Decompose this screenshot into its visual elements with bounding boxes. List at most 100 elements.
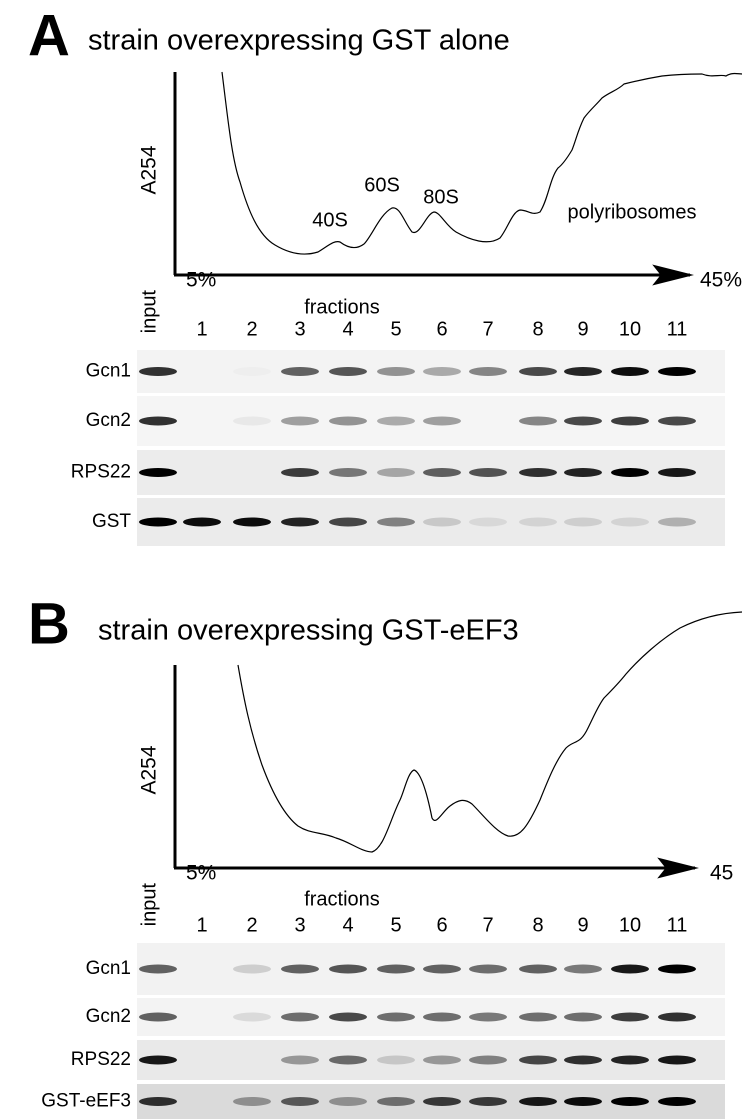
- lane-number: 9: [577, 318, 588, 340]
- blot-band: [377, 1097, 415, 1106]
- blot-band: [329, 367, 367, 376]
- blot-band: [329, 1012, 367, 1022]
- blot-band: [233, 367, 271, 376]
- blot-band: [611, 964, 649, 974]
- blot-label: GST-eEF3: [41, 1091, 131, 1112]
- blot-band: [469, 517, 507, 527]
- blot-band: [281, 1097, 319, 1106]
- blot-band: [658, 468, 696, 477]
- blot-label: RPS22: [71, 1049, 131, 1070]
- peak-label: 60S: [364, 174, 400, 196]
- blot-band: [564, 1012, 602, 1022]
- blot-band: [658, 1012, 696, 1022]
- blot-band: [139, 517, 177, 527]
- lane-number: 7: [482, 318, 493, 340]
- blot-band: [658, 1097, 696, 1106]
- lane-number: 6: [436, 318, 447, 340]
- fractions-label: fractions: [304, 888, 380, 910]
- blot-band: [519, 1012, 557, 1022]
- input-label: input: [138, 883, 160, 927]
- blot-band: [469, 367, 507, 376]
- blot-band: [281, 964, 319, 974]
- blot-band: [611, 1097, 649, 1106]
- panel-title: strain overexpressing GST-eEF3: [98, 615, 519, 647]
- absorbance-trace: [237, 611, 743, 853]
- blot-band: [423, 1012, 461, 1022]
- blot-band: [658, 964, 696, 974]
- blot-band: [658, 1055, 696, 1065]
- blot-label: Gcn2: [86, 1006, 131, 1027]
- blot-label: Gcn1: [86, 958, 131, 979]
- blot-band: [233, 1012, 271, 1022]
- fractions-label: fractions: [304, 296, 380, 318]
- blot-band: [329, 964, 367, 974]
- blot-band: [329, 416, 367, 426]
- blot-band: [423, 416, 461, 426]
- blot-band: [519, 416, 557, 426]
- blot-band: [139, 964, 177, 974]
- blot-band: [139, 416, 177, 426]
- gradient-start: 5%: [186, 862, 216, 885]
- lane-number: 9: [577, 914, 588, 936]
- y-axis-label: A254: [138, 745, 161, 794]
- blot-band: [377, 367, 415, 376]
- blot-band: [469, 468, 507, 477]
- blot-label: Gcn1: [86, 361, 131, 382]
- panel-title: strain overexpressing GST alone: [88, 25, 510, 57]
- blot-band: [139, 1055, 177, 1065]
- blot-band: [658, 517, 696, 527]
- blot-band: [423, 964, 461, 974]
- blot-band: [611, 367, 649, 376]
- input-label: input: [138, 290, 160, 334]
- blot-band: [611, 468, 649, 477]
- blot-band: [423, 1097, 461, 1106]
- lane-number: 1: [196, 914, 207, 936]
- blot-band: [329, 1097, 367, 1106]
- panel-letter: B: [28, 591, 70, 656]
- blot-band: [281, 416, 319, 426]
- blot-band: [611, 416, 649, 426]
- lane-number: 8: [532, 914, 543, 936]
- blot-band: [469, 1012, 507, 1022]
- blot-band: [519, 367, 557, 376]
- blot-band: [281, 1055, 319, 1065]
- absorbance-trace: [221, 71, 743, 255]
- peak-label: 80S: [423, 186, 459, 208]
- blot-label: GST: [92, 511, 131, 532]
- peak-label: 40S: [312, 209, 348, 231]
- blot-band: [139, 1097, 177, 1106]
- blot-band: [658, 367, 696, 376]
- blot-band: [377, 1055, 415, 1065]
- blot-label: Gcn2: [86, 410, 131, 431]
- blot-band: [519, 468, 557, 477]
- blot-band: [377, 468, 415, 477]
- lane-number: 11: [667, 914, 688, 936]
- lane-number: 3: [294, 914, 305, 936]
- blot-band: [564, 964, 602, 974]
- blot-band: [564, 1055, 602, 1065]
- blot-band: [377, 517, 415, 527]
- panel-letter: A: [28, 3, 70, 68]
- blot-band: [564, 367, 602, 376]
- lane-number: 4: [342, 318, 353, 340]
- blot-band: [564, 1097, 602, 1106]
- blot-band: [281, 517, 319, 527]
- blot-band: [329, 1055, 367, 1065]
- blot-band: [423, 367, 461, 376]
- lane-number: 5: [390, 318, 401, 340]
- lane-number: 7: [482, 914, 493, 936]
- blot-band: [281, 1012, 319, 1022]
- blot-band: [329, 517, 367, 527]
- blot-band: [519, 1097, 557, 1106]
- blot-band: [329, 468, 367, 477]
- blot-band: [233, 416, 271, 426]
- lane-number: 4: [342, 914, 353, 936]
- blot-band: [281, 468, 319, 477]
- lane-number: 2: [246, 318, 257, 340]
- lane-number: 8: [532, 318, 543, 340]
- blot-band: [377, 964, 415, 974]
- blot-band: [611, 517, 649, 527]
- lane-number: 10: [619, 914, 641, 936]
- blot-band: [423, 517, 461, 527]
- lane-number: 2: [246, 914, 257, 936]
